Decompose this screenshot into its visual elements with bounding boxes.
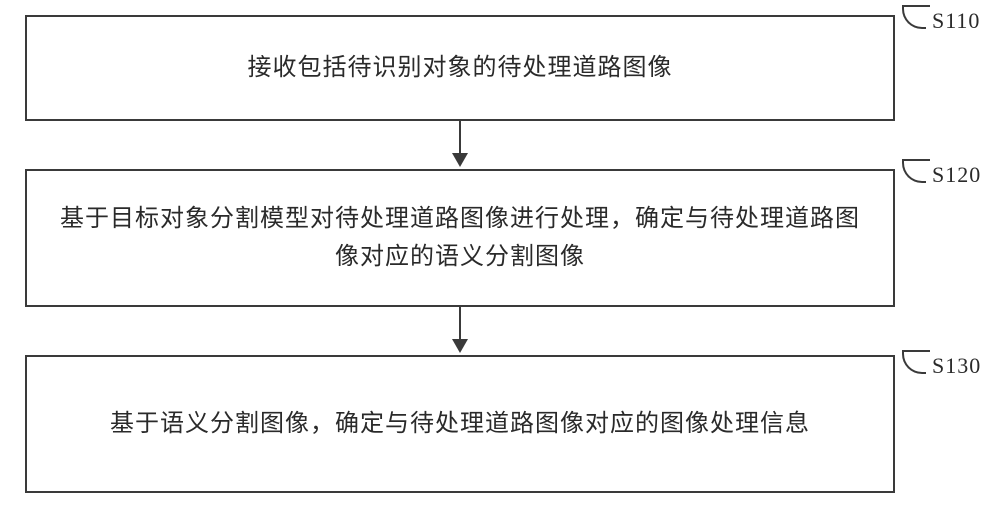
label-connector-icon <box>890 350 930 385</box>
arrow-s120-s130 <box>25 307 895 355</box>
step-label-s130: S130 <box>932 353 981 379</box>
arrow-s110-s120 <box>25 121 895 169</box>
step-text: 基于目标对象分割模型对待处理道路图像进行处理，确定与待处理道路图像对应的语义分割… <box>57 200 863 277</box>
flowchart-container: 接收包括待识别对象的待处理道路图像 基于目标对象分割模型对待处理道路图像进行处理… <box>25 15 895 493</box>
step-text: 基于语义分割图像，确定与待处理道路图像对应的图像处理信息 <box>110 405 810 443</box>
step-label-s120: S120 <box>932 162 981 188</box>
arrow-head-icon <box>452 153 468 167</box>
arrow-line <box>459 307 461 341</box>
arrow-line <box>459 121 461 155</box>
step-box-s130: 基于语义分割图像，确定与待处理道路图像对应的图像处理信息 <box>25 355 895 493</box>
label-connector-icon <box>890 159 930 194</box>
label-connector-icon <box>890 5 930 40</box>
arrow-head-icon <box>452 339 468 353</box>
step-label-s110: S110 <box>932 8 980 34</box>
step-box-s110: 接收包括待识别对象的待处理道路图像 <box>25 15 895 121</box>
step-text: 接收包括待识别对象的待处理道路图像 <box>248 49 673 87</box>
step-box-s120: 基于目标对象分割模型对待处理道路图像进行处理，确定与待处理道路图像对应的语义分割… <box>25 169 895 307</box>
